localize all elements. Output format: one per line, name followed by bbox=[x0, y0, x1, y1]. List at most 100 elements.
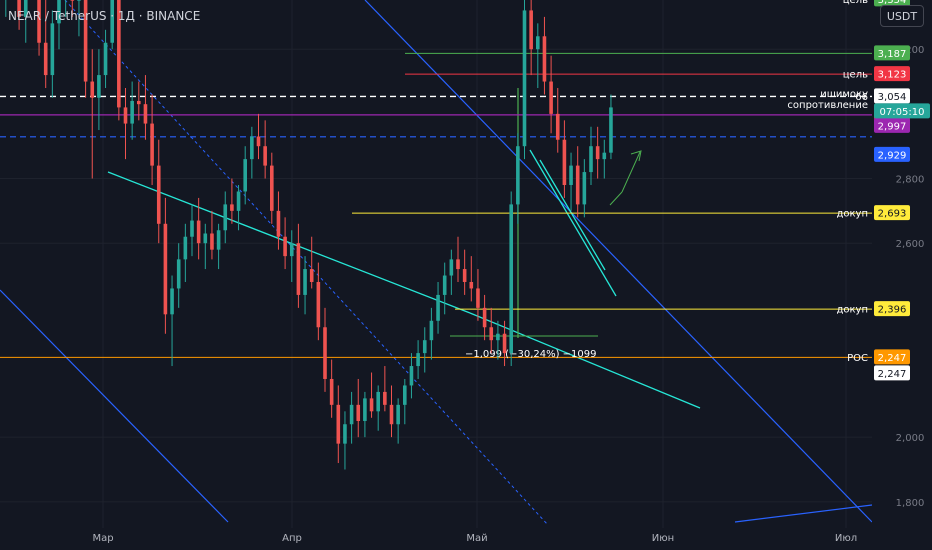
candle-body bbox=[489, 327, 494, 341]
candle-body bbox=[270, 165, 274, 211]
candle-body bbox=[396, 404, 400, 425]
candle-body bbox=[369, 398, 374, 412]
candle-body bbox=[309, 269, 314, 282]
candle-body bbox=[243, 159, 247, 192]
projection-arrow-head bbox=[630, 150, 642, 162]
candle-body bbox=[176, 259, 181, 289]
candle-body bbox=[143, 104, 148, 124]
candle-body bbox=[323, 327, 327, 379]
candle-body bbox=[416, 353, 420, 367]
candle-body bbox=[329, 378, 334, 405]
candle-body bbox=[542, 36, 547, 82]
price-tag-value: 2,396 bbox=[878, 305, 907, 316]
candle-body bbox=[223, 204, 228, 231]
candle-body bbox=[349, 404, 354, 425]
candle-body bbox=[429, 320, 434, 341]
price-tag-value: 3,123 bbox=[878, 70, 907, 81]
candle-body bbox=[250, 136, 254, 160]
x-tick-label: Июн bbox=[652, 533, 674, 544]
candle-body bbox=[283, 236, 287, 257]
candle-body bbox=[562, 139, 567, 186]
price-tag bbox=[874, 365, 910, 381]
time-axis-panel bbox=[0, 528, 872, 550]
candle-body bbox=[23, 0, 28, 17]
y-tick-label: 2,600 bbox=[896, 239, 925, 250]
price-tag bbox=[874, 205, 910, 221]
trendline-descending bbox=[107, 171, 471, 314]
grid-layer bbox=[0, 0, 872, 528]
candle-body bbox=[422, 340, 427, 354]
candle-body bbox=[582, 172, 587, 205]
candle-body bbox=[449, 259, 454, 276]
candle-body bbox=[150, 123, 154, 166]
candle-body bbox=[462, 269, 467, 282]
candle-body bbox=[509, 204, 513, 354]
candle-body bbox=[549, 81, 553, 114]
candle-body bbox=[276, 210, 281, 237]
price-axis-panel bbox=[872, 0, 932, 550]
candle-body bbox=[496, 333, 500, 341]
candle-body bbox=[190, 220, 194, 237]
candle-body bbox=[70, 0, 75, 1]
price-tags-layer: 3,634цель3,4763,354цель3,1873,123цель3,0… bbox=[787, 0, 930, 381]
candle-body bbox=[263, 146, 267, 166]
candle-body bbox=[230, 204, 234, 211]
level-label: докуп bbox=[836, 305, 868, 316]
x-tick-label: Июл bbox=[835, 533, 857, 544]
symbol-title: NEAR / TetherUS · 1Д · BINANCE bbox=[8, 9, 201, 23]
candle-body bbox=[57, 0, 61, 24]
candle-body bbox=[356, 404, 361, 422]
candle-body bbox=[289, 243, 294, 257]
candle-body bbox=[137, 100, 141, 105]
trendline-descending-ext bbox=[469, 312, 701, 409]
candle-body bbox=[536, 36, 540, 50]
candle-body bbox=[336, 404, 341, 444]
candle-body bbox=[163, 223, 168, 315]
price-tag-value: 2,247 bbox=[878, 369, 907, 380]
channel-line-bottom bbox=[734, 504, 873, 523]
currency-button[interactable]: USDT bbox=[880, 5, 924, 27]
price-tag bbox=[874, 88, 910, 104]
candle-body bbox=[17, 0, 21, 17]
candle-body bbox=[97, 75, 101, 98]
price-tag bbox=[874, 66, 910, 82]
channel-line-upper bbox=[364, 0, 873, 523]
candle-body bbox=[575, 165, 580, 205]
x-tick-label: Мар bbox=[92, 533, 113, 544]
candle-body bbox=[117, 0, 121, 108]
price-tag bbox=[874, 45, 910, 61]
candle-body bbox=[343, 424, 347, 444]
candle-body bbox=[589, 146, 593, 173]
level-label: цель bbox=[843, 70, 868, 81]
candle-body bbox=[43, 42, 48, 76]
candle-body bbox=[103, 42, 108, 76]
candle-body bbox=[569, 165, 573, 186]
candle-body bbox=[436, 294, 440, 321]
countdown-value: 07:05:10 bbox=[880, 107, 925, 118]
projection-arrow-1 bbox=[609, 191, 623, 206]
measure-label: −1,099 (−30,24%) −1099 bbox=[465, 349, 597, 360]
level-label: 66 bbox=[855, 92, 868, 103]
candle-body bbox=[130, 100, 134, 124]
candle-body bbox=[203, 233, 208, 244]
candle-body bbox=[602, 152, 607, 160]
candle-body bbox=[83, 0, 88, 82]
candle-body bbox=[376, 391, 380, 412]
candle-body bbox=[256, 136, 261, 147]
candle-body bbox=[555, 113, 560, 140]
price-tag bbox=[874, 0, 910, 7]
candles-layer bbox=[5, 0, 613, 470]
candle-body bbox=[316, 281, 321, 328]
candle-body bbox=[363, 398, 367, 422]
candle-body bbox=[595, 146, 600, 160]
candle-body bbox=[389, 404, 394, 425]
y-tick-label: 2,000 bbox=[896, 433, 925, 444]
x-tick-label: Апр bbox=[282, 533, 302, 544]
level-label: цель bbox=[843, 0, 868, 6]
candle-body bbox=[196, 220, 201, 244]
price-tag bbox=[874, 301, 910, 317]
price-tag-value: 2,693 bbox=[878, 209, 907, 220]
candle-body bbox=[156, 165, 161, 224]
price-tag bbox=[874, 117, 910, 133]
